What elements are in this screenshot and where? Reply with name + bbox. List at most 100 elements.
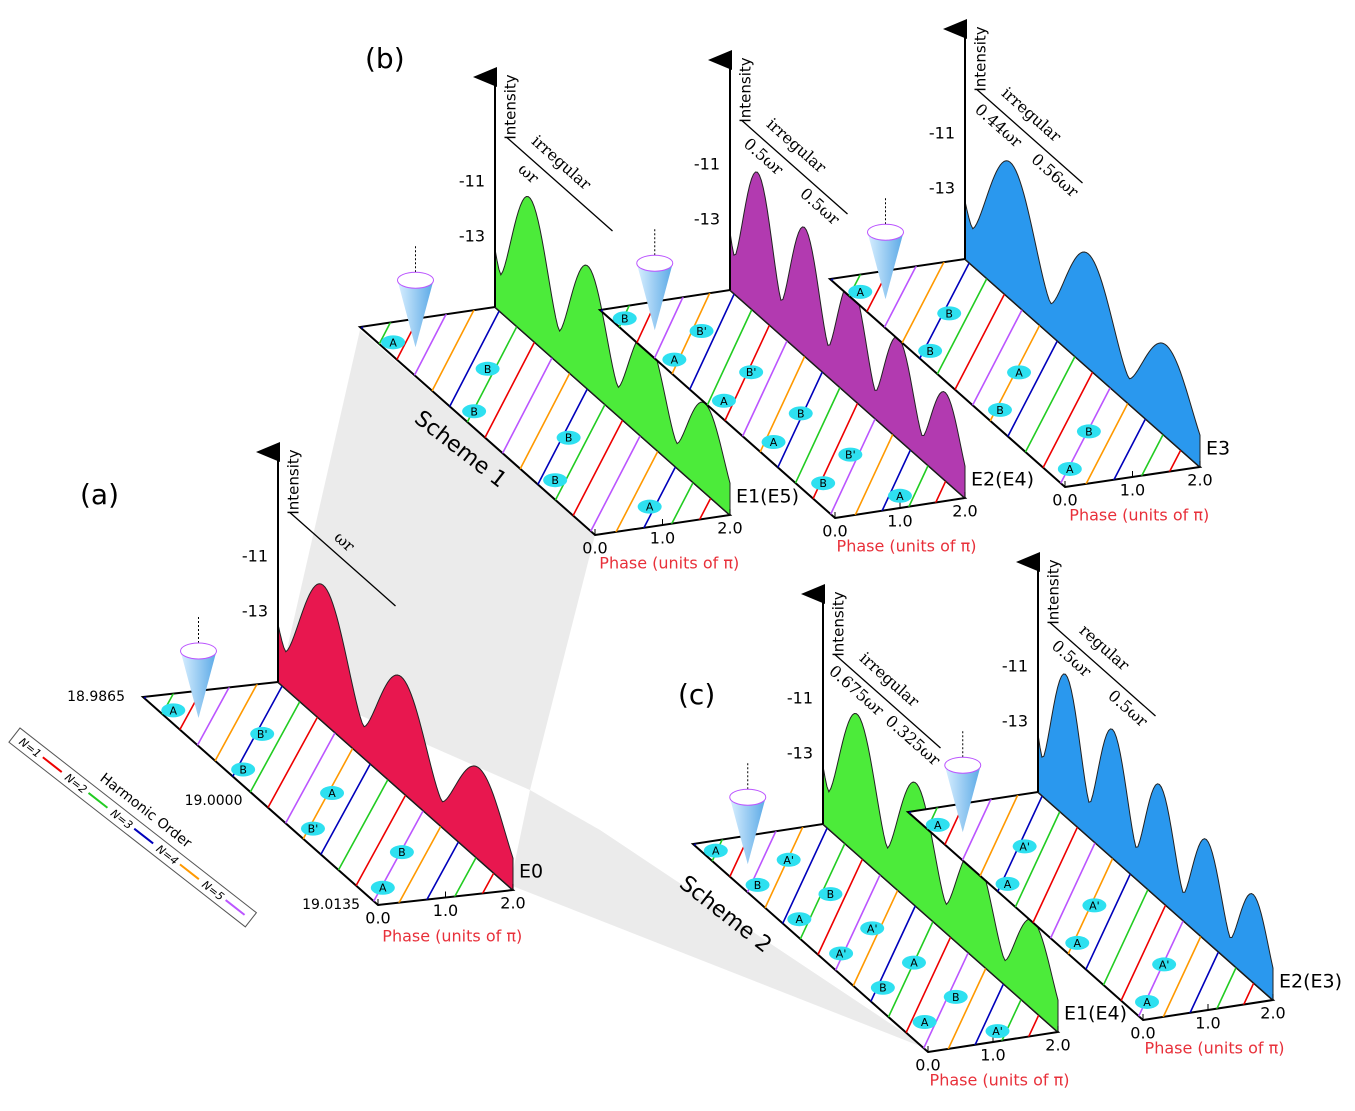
tick-label: -13 bbox=[787, 744, 813, 763]
panel-label: (a) bbox=[80, 478, 119, 511]
point-label: A' bbox=[1089, 899, 1100, 912]
point-label: B bbox=[484, 363, 492, 376]
cone-top bbox=[181, 643, 217, 659]
point-label: B bbox=[754, 879, 762, 892]
point-label: B bbox=[827, 888, 835, 901]
phase-tick-label: 2.0 bbox=[1045, 1036, 1070, 1055]
tick-label: -13 bbox=[1002, 712, 1028, 731]
phase-label: Phase (units of π) bbox=[1069, 506, 1209, 525]
point-label: A bbox=[921, 1016, 929, 1029]
point-label: B' bbox=[308, 823, 319, 836]
point-label: A bbox=[857, 286, 865, 299]
annotation: 0.5ωr bbox=[1104, 686, 1151, 731]
energy-tick-label: 19.0135 bbox=[302, 897, 360, 913]
energy-label: E2(E4) bbox=[971, 469, 1034, 491]
phase-label: Phase (units of π) bbox=[599, 554, 739, 573]
point-label: A bbox=[1074, 937, 1082, 950]
axis-label: Intensity bbox=[737, 57, 755, 122]
energy-tick-label: 18.9865 bbox=[67, 689, 125, 705]
phase-label: Phase (units of π) bbox=[837, 537, 977, 556]
harmonic-line bbox=[640, 698, 689, 803]
point-label: A bbox=[896, 490, 904, 503]
point-label: A' bbox=[836, 947, 847, 960]
phase-tick-label: 1.0 bbox=[1120, 481, 1145, 500]
harmonic-line bbox=[89, 556, 144, 656]
point-label: A bbox=[328, 787, 336, 800]
tick-label: -11 bbox=[694, 155, 720, 174]
cone-top bbox=[398, 272, 434, 288]
energy-label: E2(E3) bbox=[1279, 971, 1342, 993]
energy-tick-label: 19.0000 bbox=[185, 793, 243, 809]
tick-label: -11 bbox=[787, 689, 813, 708]
point-label: A bbox=[770, 436, 778, 449]
phase-tick-label: 2.0 bbox=[952, 502, 977, 521]
cone-top bbox=[637, 255, 673, 271]
point-label: A' bbox=[992, 1025, 1003, 1038]
axis-label: Intensity bbox=[502, 74, 520, 139]
energy-label: E3 bbox=[1206, 438, 1230, 460]
phase-tick-label: 2.0 bbox=[1187, 471, 1212, 490]
tick-label: -11 bbox=[242, 547, 268, 566]
phase-label: Phase (units of π) bbox=[382, 926, 522, 945]
point-label: A bbox=[379, 882, 387, 895]
harmonic-line bbox=[342, 212, 397, 317]
tick-label: -11 bbox=[459, 172, 485, 191]
phase-tick-label: 2.0 bbox=[717, 519, 742, 538]
axis-label: Intensity bbox=[972, 26, 990, 91]
point-label: B bbox=[551, 474, 559, 487]
point-label: A bbox=[671, 354, 679, 367]
point-label: B bbox=[1085, 425, 1093, 438]
harmonic-line bbox=[324, 197, 379, 302]
annotation: 0.325ωr bbox=[882, 711, 945, 770]
annotation: 0.5ωr bbox=[796, 184, 843, 229]
phase-label: Phase (units of π) bbox=[930, 1071, 1070, 1090]
tick-label: -13 bbox=[459, 227, 485, 246]
cone-top bbox=[868, 224, 904, 240]
point-label: B bbox=[996, 404, 1004, 417]
annotation: irregular bbox=[528, 131, 595, 194]
point-label: B' bbox=[257, 728, 268, 741]
point-label: B bbox=[819, 477, 827, 490]
point-label: A bbox=[712, 845, 720, 858]
phase-tick-label: 2.0 bbox=[1260, 1004, 1285, 1023]
harmonic-line bbox=[72, 541, 127, 641]
point-label: B bbox=[952, 991, 960, 1004]
point-label: B bbox=[797, 407, 805, 420]
harmonic-line bbox=[675, 729, 724, 834]
point-label: A bbox=[1004, 878, 1012, 891]
point-label: B bbox=[945, 307, 953, 320]
harmonic-line bbox=[622, 683, 671, 788]
figure: (a) (b) (c) Scheme 1 Scheme 2 Intensity-… bbox=[0, 0, 1355, 1107]
panel-label: (c) bbox=[678, 678, 715, 711]
cone-top bbox=[730, 789, 766, 805]
point-label: B bbox=[621, 312, 629, 325]
harmonic-line bbox=[107, 572, 162, 672]
point-label: A bbox=[1143, 996, 1151, 1009]
phase-tick-label: 1.0 bbox=[980, 1046, 1005, 1065]
point-label: A bbox=[796, 913, 804, 926]
point-label: B bbox=[926, 345, 934, 358]
point-label: A' bbox=[867, 922, 878, 935]
tick-label: -13 bbox=[242, 602, 268, 621]
point-label: B bbox=[398, 846, 406, 859]
point-label: A bbox=[1015, 366, 1023, 379]
panel-label: (b) bbox=[365, 42, 405, 75]
tick-label: -13 bbox=[929, 179, 955, 198]
tick-label: -11 bbox=[929, 124, 955, 143]
point-label: B bbox=[239, 763, 247, 776]
point-label: B bbox=[879, 982, 887, 995]
harmonic-line bbox=[306, 181, 361, 286]
point-label: A bbox=[934, 819, 942, 832]
phase-label: Phase (units of π) bbox=[1145, 1039, 1285, 1058]
point-label: A bbox=[910, 957, 918, 970]
harmonic-line bbox=[289, 166, 344, 271]
point-label: A' bbox=[1159, 958, 1170, 971]
point-label: A bbox=[170, 704, 178, 717]
axis-label: Intensity bbox=[830, 591, 848, 656]
point-label: B' bbox=[696, 325, 707, 338]
point-label: A bbox=[720, 395, 728, 408]
phase-tick-label: 0.0 bbox=[365, 909, 390, 928]
annotation: ωr bbox=[515, 159, 543, 187]
point-label: B bbox=[470, 405, 478, 418]
point-label: B bbox=[565, 432, 573, 445]
